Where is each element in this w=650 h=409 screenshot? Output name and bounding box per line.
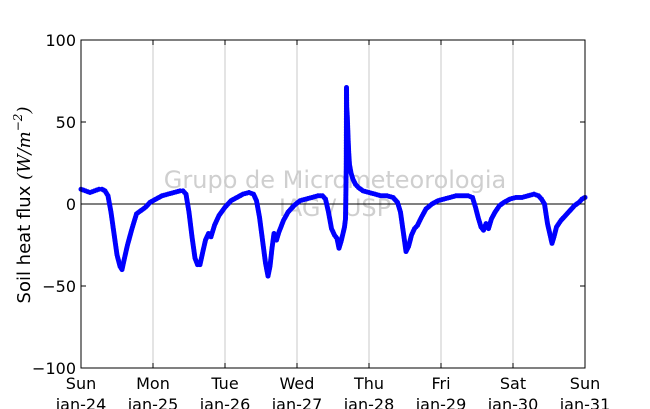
chart-watermark: Grupo de Micrometeorologia IAG / USP bbox=[164, 166, 506, 222]
x-axis-ticks: Sun jan-24 Mon jan-25 Tue jan-26 Wed jan-27 Thu j… bbox=[55, 40, 611, 409]
x-tick-day-label: Sun bbox=[66, 374, 96, 393]
x-tick-day-label: Wed bbox=[280, 374, 315, 393]
x-tick-date-label: jan-25 bbox=[127, 395, 179, 409]
x-tick-date-label: jan-27 bbox=[271, 395, 323, 409]
x-tick-date-label: jan-31 bbox=[559, 395, 611, 409]
x-tick-day-label: Sat bbox=[500, 374, 526, 393]
x-tick-date-label: jan-24 bbox=[55, 395, 107, 409]
x-tick-date-label: jan-26 bbox=[199, 395, 251, 409]
x-tick-day-label: Fri bbox=[431, 374, 450, 393]
y-tick-label: −50 bbox=[42, 277, 76, 296]
x-tick-day-label: Sun bbox=[570, 374, 600, 393]
x-tick-day-label: Mon bbox=[136, 374, 170, 393]
y-tick-label: 50 bbox=[56, 113, 76, 132]
y-axis-label: Soil heat flux (W/m−2) bbox=[11, 107, 35, 304]
y-tick-label: 100 bbox=[45, 31, 76, 50]
y-tick-label: 0 bbox=[66, 195, 76, 214]
x-tick-date-label: jan-30 bbox=[487, 395, 539, 409]
x-tick-date-label: jan-29 bbox=[415, 395, 467, 409]
x-tick-date-label: jan-28 bbox=[343, 395, 395, 409]
series-points bbox=[78, 85, 588, 279]
y-axis-ticks: 100 50 0 −50 −100 bbox=[32, 31, 585, 378]
x-tick-day-label: Tue bbox=[210, 374, 238, 393]
watermark-line-2: IAG / USP bbox=[279, 194, 391, 222]
watermark-line-1: Grupo de Micrometeorologia bbox=[164, 166, 506, 194]
y-tick-label: −100 bbox=[32, 359, 76, 378]
x-tick-day-label: Thu bbox=[353, 374, 384, 393]
